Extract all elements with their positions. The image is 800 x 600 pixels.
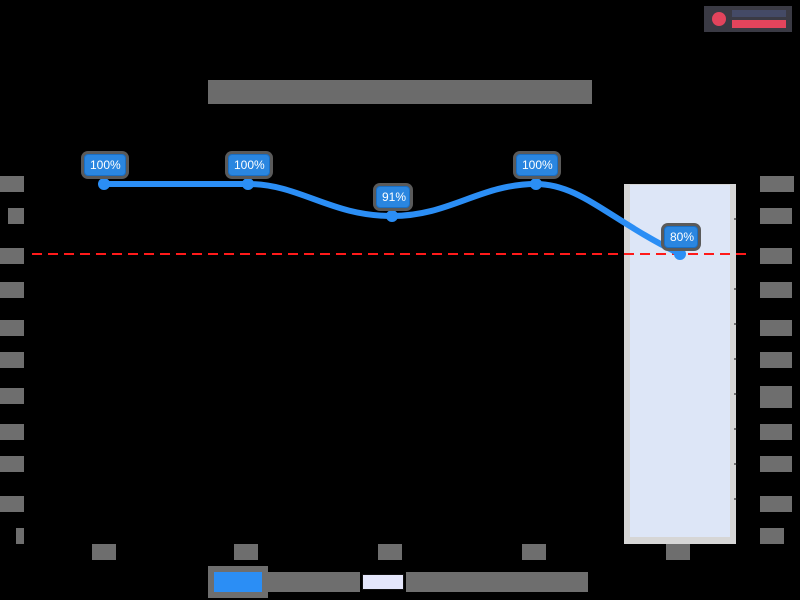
right-axis-tick: 40% (760, 386, 792, 408)
right-axis-tick: 0% (760, 528, 784, 544)
data-point[interactable] (530, 178, 542, 190)
data-point[interactable] (242, 178, 254, 190)
left-axis-tick: 60 (0, 320, 24, 336)
right-axis-tick: 20% (760, 456, 792, 472)
data-label: 100% (84, 154, 126, 176)
bar-swatch-icon[interactable] (362, 574, 404, 590)
x-axis-tick: Apr (522, 544, 546, 560)
legend-label[interactable]: Highlighted Period (Latest) (406, 572, 588, 592)
left-axis-tick: 70 (0, 282, 24, 298)
logo-text-line2 (732, 20, 786, 28)
right-axis-tick: 80% (760, 248, 792, 264)
x-axis-tick: Feb (234, 544, 258, 560)
data-label: 91% (376, 186, 410, 208)
legend-label[interactable]: Quality Score (268, 572, 360, 592)
data-label: 100% (516, 154, 558, 176)
x-axis-tick: May (666, 544, 690, 560)
right-axis-tick: 60% (760, 320, 792, 336)
chart-title: Monthly Quality Score Trend (208, 80, 592, 104)
right-axis-tick: 50% (760, 352, 792, 368)
data-label: 100% (228, 154, 270, 176)
data-label: 80% (664, 226, 698, 248)
right-axis-tick: 90% (760, 208, 792, 224)
left-axis-tick: 40 (0, 388, 24, 404)
left-axis-tick: 80 (0, 248, 24, 264)
logo-text-line1 (732, 10, 786, 17)
left-axis-tick: 20 (0, 456, 24, 472)
right-axis-tick: 30% (760, 424, 792, 440)
right-axis-tick: 70% (760, 282, 792, 298)
left-axis-tick: 10 (0, 496, 24, 512)
left-axis-tick: 0 (16, 528, 24, 544)
data-point[interactable] (386, 210, 398, 222)
left-axis-tick: 50 (0, 352, 24, 368)
right-axis-tick: 100% (760, 176, 794, 192)
x-axis-tick: Mar (378, 544, 402, 560)
logo-icon (712, 12, 726, 26)
left-axis-tick: 30 (0, 424, 24, 440)
x-axis-tick: Jan (92, 544, 116, 560)
line-swatch-icon[interactable] (208, 566, 268, 598)
brand-logo (704, 6, 792, 32)
legend: Quality Score Highlighted Period (Latest… (208, 566, 588, 598)
series-line-quality-score (101, 180, 683, 257)
left-axis-tick: 100 (0, 176, 24, 192)
left-axis-tick: 90 (8, 208, 24, 224)
data-point[interactable] (674, 248, 686, 260)
data-point[interactable] (98, 178, 110, 190)
right-axis-tick: 10% (760, 496, 792, 512)
